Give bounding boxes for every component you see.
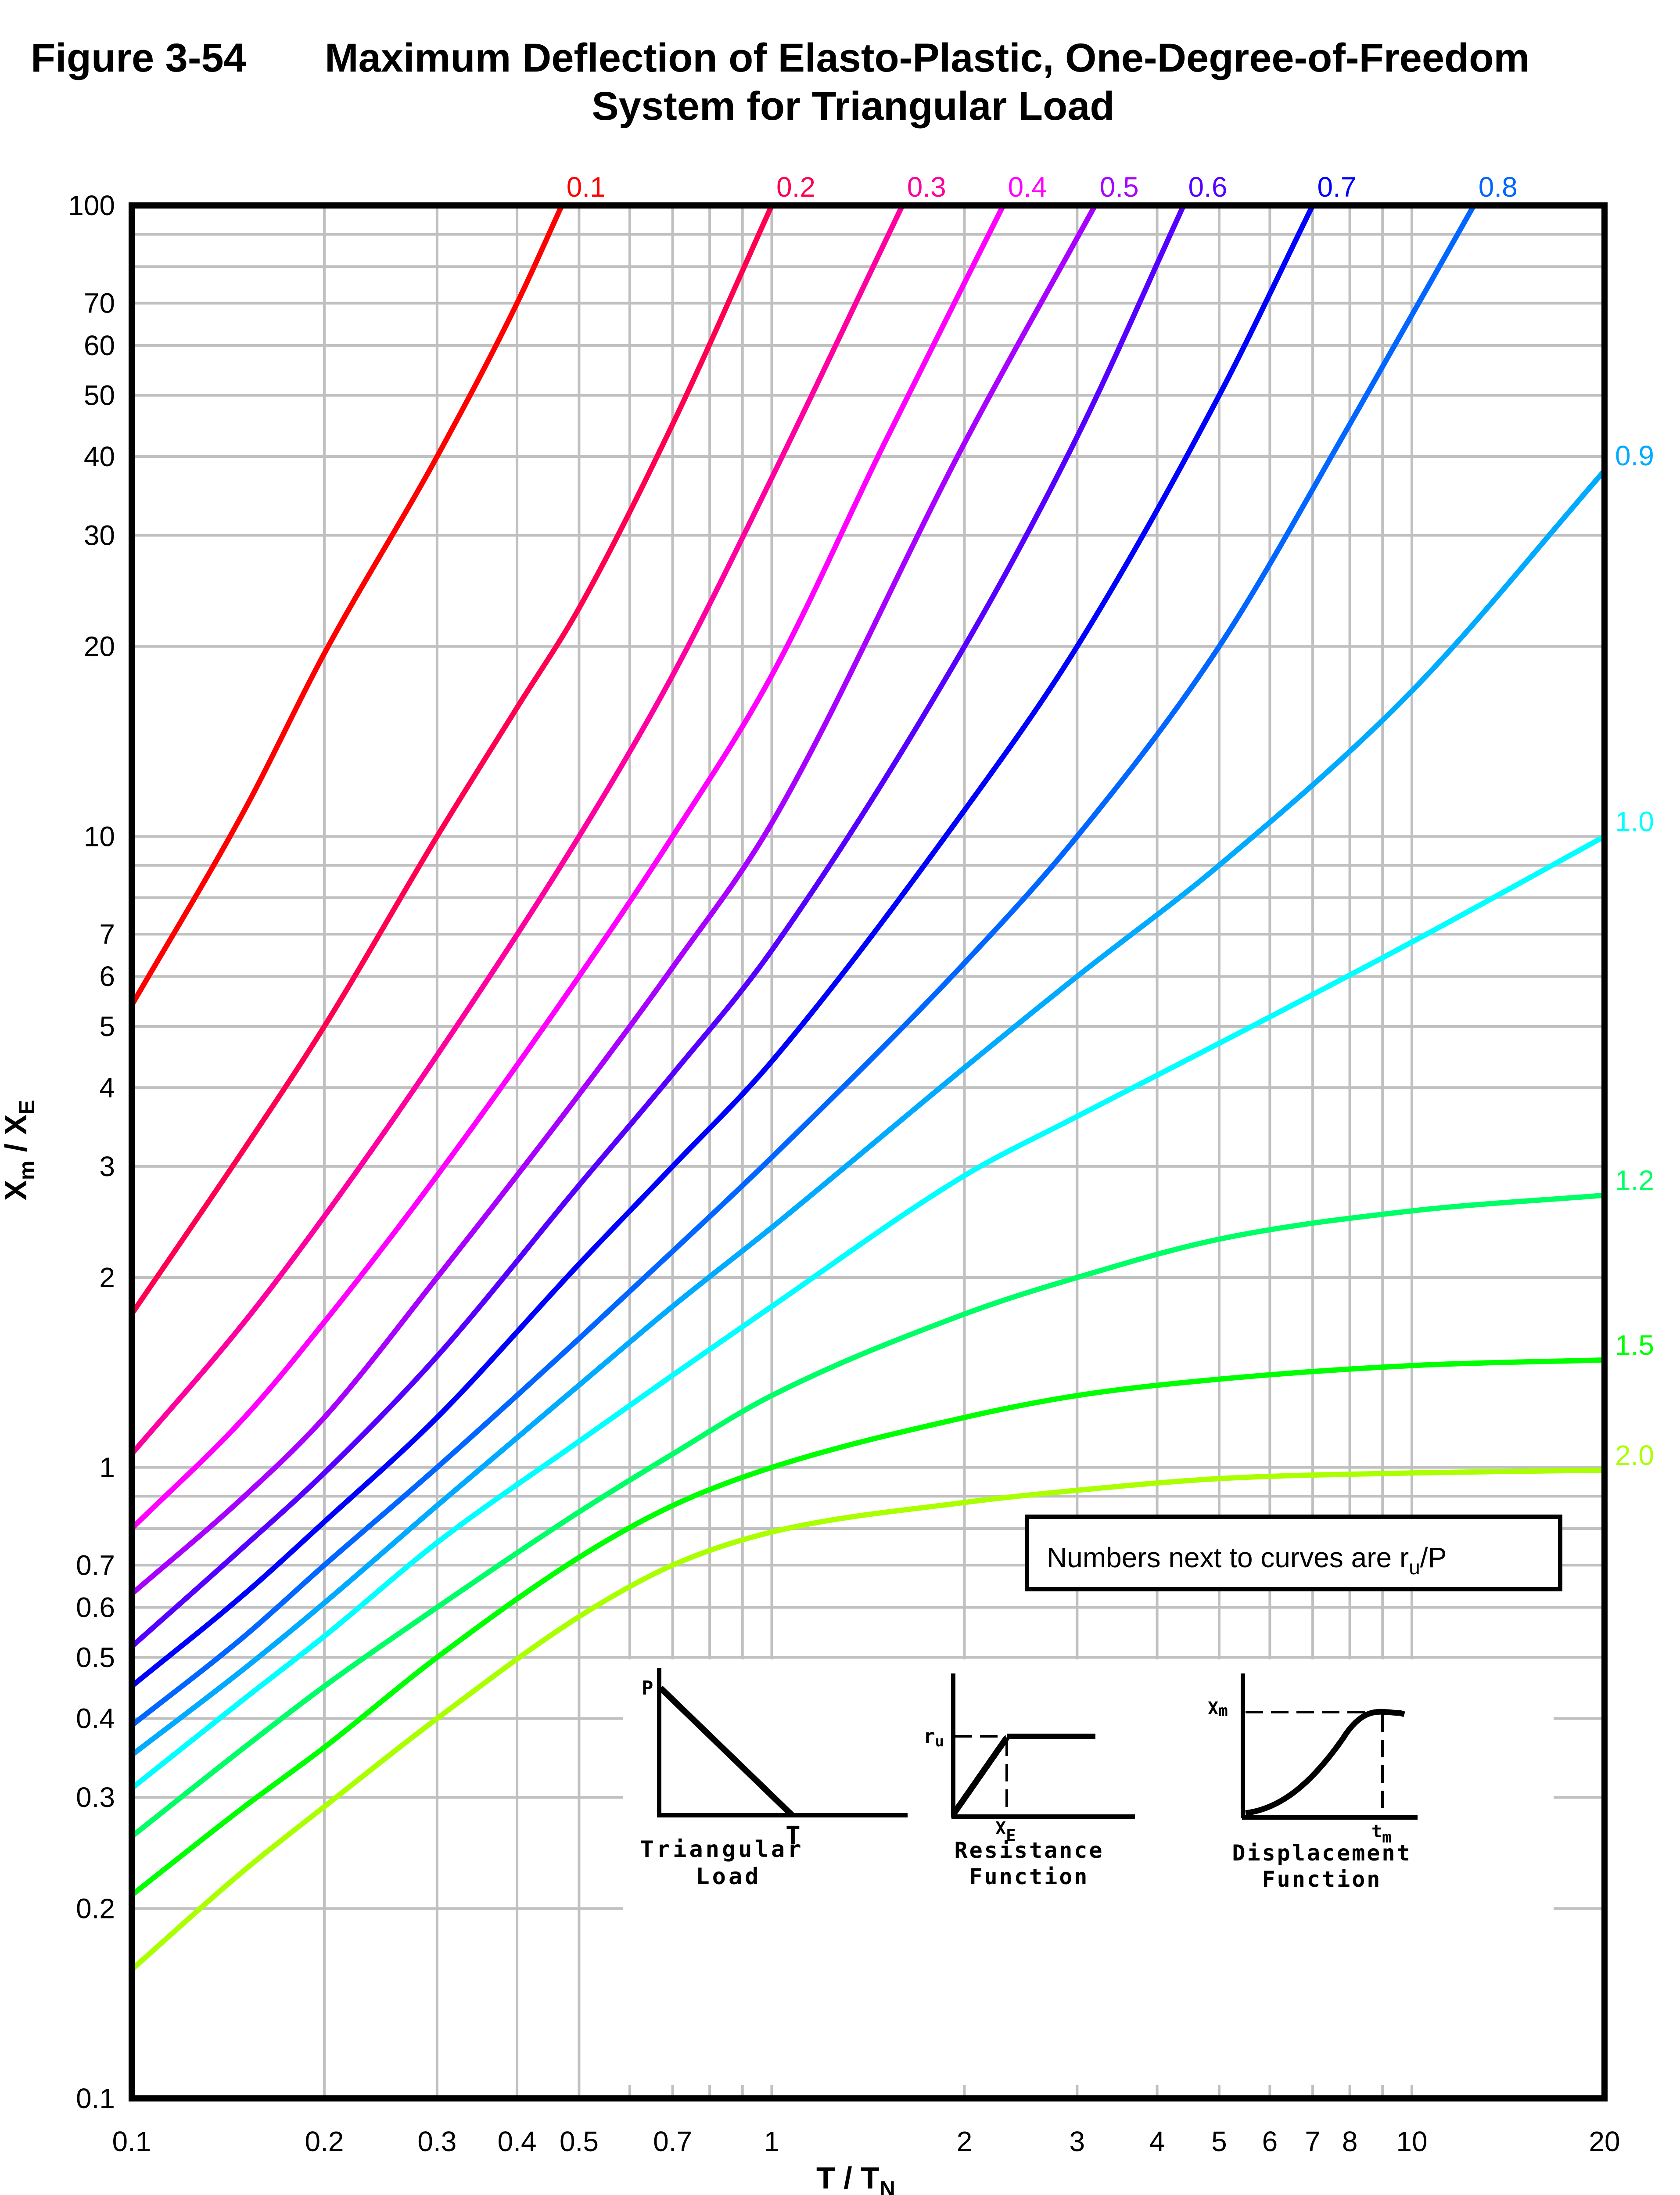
load-caption-2: Load <box>696 1864 761 1890</box>
figure-title-line1: Figure 3-54 Maximum Deflection of Elasto-… <box>31 35 1529 81</box>
displacement-x-label: tm <box>1371 1821 1392 1846</box>
curve-ru-p-0.8 <box>130 204 1476 1728</box>
displacement-caption-2: Function <box>1262 1867 1382 1892</box>
resistance-x-label: XE <box>995 1818 1016 1845</box>
y-tick-label: 1 <box>99 1452 115 1483</box>
curve-ru-p-0.7 <box>130 204 1315 1688</box>
curve-labels: 0.1 0.2 0.3 0.4 0.5 0.6 0.7 0.8 0.9 1.0 1.2 1.5 2.0 <box>567 171 1654 1471</box>
x-tick-label: 0.7 <box>653 2126 692 2157</box>
curve-ru-p-0.1 <box>129 204 564 1007</box>
y-tick-label: 0.7 <box>76 1549 115 1581</box>
curve-label: 0.6 <box>1188 171 1227 203</box>
curve-label: 0.5 <box>1100 171 1139 203</box>
load-peak-label: P <box>642 1677 653 1699</box>
curve-label: 0.9 <box>1615 440 1654 471</box>
plot-frame <box>129 202 1608 2101</box>
y-tick-label: 10 <box>84 820 115 852</box>
y-tick-label: 3 <box>99 1151 115 1182</box>
curve-ru-p-0.5 <box>130 204 1098 1596</box>
y-tick-label: 7 <box>99 918 115 950</box>
x-tick-label: 20 <box>1589 2126 1620 2157</box>
resistance-caption-1: Resistance <box>954 1838 1104 1863</box>
y-tick-label: 100 <box>68 190 115 221</box>
y-tick-label: 4 <box>99 1072 115 1103</box>
curve-label: 1.0 <box>1615 806 1654 837</box>
y-tick-label: 5 <box>99 1011 115 1042</box>
y-tick-label: 70 <box>84 288 115 319</box>
curve-label: 0.2 <box>776 171 815 203</box>
curve-ru-p-1.2 <box>130 1192 1605 1839</box>
curve-label: 0.4 <box>1008 171 1047 203</box>
x-tick-label: 0.2 <box>305 2126 344 2157</box>
y-tick-label: 20 <box>84 631 115 662</box>
resistance-y-label: ru <box>923 1725 944 1750</box>
curve-label: 0.3 <box>907 171 946 203</box>
displacement-caption-1: Displacement <box>1232 1840 1411 1866</box>
inset-panel <box>623 1659 1554 2085</box>
x-tick-label: 3 <box>1070 2126 1085 2157</box>
y-tick-label: 0.1 <box>76 2083 115 2114</box>
x-tick-label: 0.5 <box>560 2126 599 2157</box>
y-tick-label: 0.4 <box>76 1703 115 1734</box>
y-tick-label: 40 <box>84 441 115 472</box>
y-tick-label: 0.2 <box>76 1893 115 1924</box>
x-tick-label: 0.3 <box>417 2126 456 2157</box>
curve-ru-p-0.6 <box>130 204 1186 1649</box>
y-tick-label: 0.5 <box>76 1641 115 1673</box>
curve-ru-p-1.0 <box>130 834 1606 1791</box>
y-tick-label: 50 <box>84 380 115 411</box>
y-tick-label: 0.6 <box>76 1592 115 1623</box>
x-tick-label: 4 <box>1149 2126 1165 2157</box>
note-box: Numbers next to curves are ru/P <box>1025 1515 1562 1591</box>
figure-title-main: Maximum Deflection of Elasto-Plastic, On… <box>325 36 1530 80</box>
x-tick-label: 8 <box>1342 2126 1358 2157</box>
curve-label: 0.7 <box>1317 171 1357 203</box>
x-tick-label: 1 <box>764 2126 780 2157</box>
curves <box>129 204 1607 1972</box>
curve-label: 2.0 <box>1615 1439 1654 1471</box>
x-tick-label: 0.1 <box>112 2126 151 2157</box>
figure-number: Figure 3-54 <box>31 36 246 80</box>
y-axis-tick-labels: 0.1 0.2 0.3 0.4 0.5 0.6 0.7 1 2 3 4 5 6 7 10 20 30 40 50 60… <box>68 190 115 2114</box>
curve-label: 1.5 <box>1615 1329 1654 1361</box>
y-axis-title: Xm / XE <box>0 1100 39 1201</box>
x-tick-label: 7 <box>1305 2126 1321 2157</box>
x-tick-label: 0.4 <box>498 2126 537 2157</box>
x-axis-title: T / TN <box>816 2161 895 2195</box>
y-tick-label: 6 <box>99 961 115 992</box>
y-tick-label: 0.3 <box>76 1781 115 1813</box>
curve-ru-p-0.2 <box>129 204 774 1316</box>
load-caption-1: Triangular <box>640 1836 804 1863</box>
x-tick-label: 5 <box>1211 2126 1227 2157</box>
load-time-label: T <box>786 1821 801 1850</box>
resistance-caption-2: Function <box>969 1864 1089 1889</box>
curve-ru-p-0.3 <box>129 204 905 1456</box>
displacement-y-label: Xm <box>1208 1698 1228 1720</box>
y-tick-label: 30 <box>84 520 115 551</box>
curve-label: 0.1 <box>567 171 606 203</box>
x-tick-label: 6 <box>1262 2126 1278 2157</box>
x-tick-label: 2 <box>957 2126 973 2157</box>
y-tick-label: 60 <box>84 330 115 361</box>
y-tick-label: 2 <box>99 1262 115 1293</box>
curve-label: 0.8 <box>1479 171 1518 203</box>
inset-triangular-load: P T Triangular Load <box>640 1668 908 1890</box>
curve-ru-p-0.9 <box>130 469 1607 1757</box>
x-axis-tick-labels: 0.1 0.2 0.3 0.4 0.5 0.7 1 2 3 4 5 6 7 8 10 20 <box>112 2126 1620 2157</box>
note-text: Numbers next to curves are ru/P <box>1047 1542 1447 1579</box>
curve-label: 1.2 <box>1615 1165 1654 1196</box>
inset-displacement-function: Xm tm Displacement Function <box>1208 1673 1418 1892</box>
curve-ru-p-1.5 <box>130 1357 1605 1897</box>
x-tick-label: 10 <box>1396 2126 1427 2157</box>
curve-ru-p-2.0 <box>130 1467 1605 1972</box>
curve-ru-p-0.4 <box>129 204 1006 1531</box>
inset-resistance-function: ru XE Resistance Function <box>923 1673 1135 1889</box>
figure-title-line2: System for Triangular Load <box>592 84 1115 129</box>
